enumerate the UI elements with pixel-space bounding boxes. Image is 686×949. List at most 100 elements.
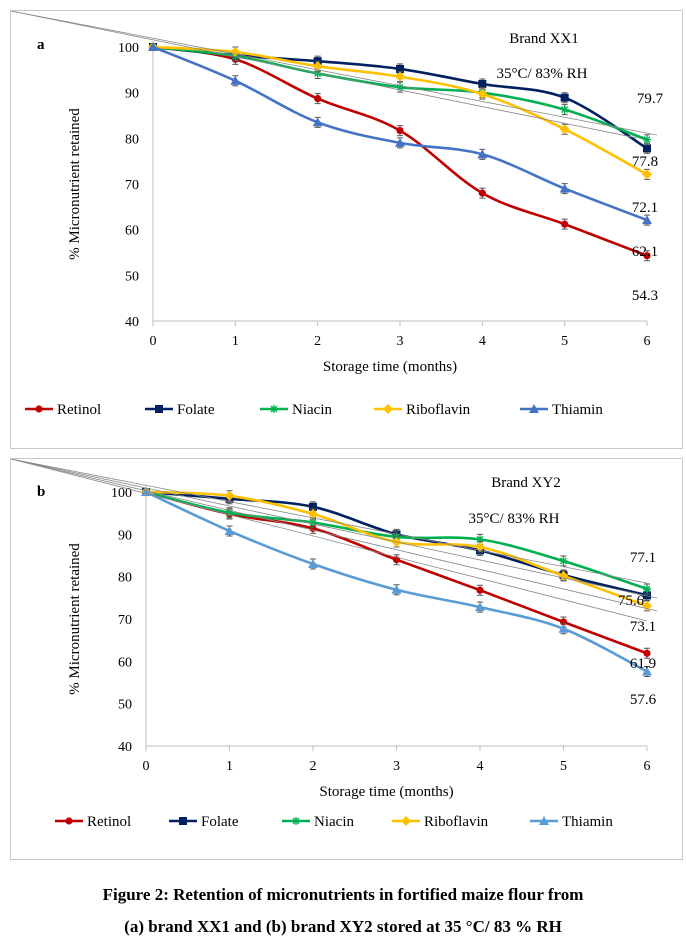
chart-a-y-tick-label: 40 — [125, 315, 139, 330]
chart-a-legend-thiamin-label: Thiamin — [552, 402, 603, 418]
chart-b-data-label: 73.1 — [630, 619, 656, 635]
chart-b-series-folate-point — [309, 502, 317, 511]
chart-b-data-label: 57.6 — [630, 692, 657, 708]
chart-a-svg: 40 50 60 70 80 90 100 0 1 2 3 4 5 6 Storage time (mont… — [11, 11, 664, 418]
chart-b-series-thiamin-point — [224, 525, 235, 535]
chart-a-data-label: 62.1 — [632, 244, 658, 260]
chart-b-series-thiamin-point — [558, 623, 569, 633]
chart-b-series-thiamin-point — [308, 558, 318, 568]
chart-a-legend-retinol-label: Retinol — [57, 402, 101, 418]
chart-a-y-tick-label: 90 — [125, 87, 139, 102]
chart-a-series-riboflavin-point — [559, 124, 570, 135]
chart-a-legend-niacin-marker — [270, 405, 278, 413]
chart-a-x-tick-label: 0 — [150, 334, 157, 349]
chart-b-legend-niacin-label: Niacin — [314, 814, 354, 830]
chart-panel-a: 40 50 60 70 80 90 100 0 1 2 3 4 5 6 Storage time (mont… — [10, 10, 683, 449]
chart-b-y-tick-label: 100 — [111, 486, 132, 501]
chart-b-legend-thiamin-label: Thiamin — [562, 814, 613, 830]
chart-b-x-tick-label: 3 — [393, 759, 400, 774]
chart-b-series-thiamin-line — [145, 490, 648, 673]
chart-a-condition-annotation: 35°C/ 83% RH — [496, 66, 587, 82]
chart-b-x-tick-label: 6 — [644, 759, 651, 774]
chart-b-legend-riboflavin-label: Riboflavin — [424, 814, 489, 830]
chart-a-data-label: 72.1 — [632, 200, 658, 216]
chart-a-series-thiamin-point — [395, 137, 405, 147]
chart-a-data-label-leader — [11, 11, 638, 139]
chart-a-panel-label: a — [37, 37, 45, 53]
chart-b-series-thiamin-point — [642, 666, 652, 676]
chart-a-y-axis-label: % Micronutrient retained — [67, 108, 83, 260]
chart-b-panel-label: b — [37, 484, 45, 500]
chart-a-data-label: 77.8 — [632, 154, 658, 170]
chart-b-x-axis-label: Storage time (months) — [319, 784, 453, 800]
chart-a-y-tick-label: 60 — [125, 224, 139, 239]
chart-b-legend-riboflavin-marker — [401, 816, 411, 826]
chart-a-x-tick-label: 6 — [644, 334, 651, 349]
chart-a-x-tick-label: 2 — [314, 334, 321, 349]
chart-a-legend-riboflavin-label: Riboflavin — [406, 402, 471, 418]
chart-b-y-tick-label: 90 — [118, 528, 132, 543]
chart-b-x-tick-label: 0 — [143, 759, 150, 774]
chart-b-x-tick-label: 5 — [560, 759, 567, 774]
chart-panel-b: 40 50 60 70 80 90 100 0 1 2 3 4 5 6 Storage time (mont… — [10, 458, 683, 860]
chart-b-x-tick-label: 2 — [310, 759, 317, 774]
chart-a-series-riboflavin-point — [312, 61, 323, 72]
chart-a-x-tick-label: 1 — [232, 334, 239, 349]
chart-b-y-axis-label: % Micronutrient retained — [67, 543, 83, 695]
chart-a-series-folate-point — [560, 93, 569, 102]
chart-a-series-riboflavin-point — [477, 89, 488, 100]
chart-b-series-thiamin-point — [391, 584, 402, 594]
chart-a-x-tick-label: 3 — [397, 334, 404, 349]
chart-b-data-label: 61.9 — [630, 656, 656, 672]
chart-a-series-riboflavin-point — [395, 71, 405, 82]
chart-a-data-label: 54.3 — [632, 288, 658, 304]
chart-b-legend-niacin-marker — [292, 817, 300, 825]
chart-a-series-folate-point — [396, 64, 404, 73]
chart-a-legend-folate-marker — [155, 405, 163, 413]
chart-b-series-riboflavin-point — [558, 570, 569, 581]
chart-a-series-thiamin-point — [148, 42, 158, 51]
chart-b-y-tick-label: 60 — [118, 655, 132, 670]
chart-b-series-riboflavin-point — [224, 490, 235, 501]
chart-a-data-label: 79.7 — [637, 91, 664, 107]
chart-a-series-thiamin-point — [312, 117, 323, 127]
chart-a-x-tick-label: 5 — [561, 334, 568, 349]
chart-b-series-niacin-point — [559, 557, 568, 566]
chart-a-series-thiamin-point — [559, 183, 570, 193]
chart-a-series-retinol-point — [478, 189, 486, 197]
chart-a-legend-folate-label: Folate — [177, 402, 215, 418]
chart-b-title: Brand XY2 — [491, 475, 561, 491]
figure-caption-line-2: (a) brand XX1 and (b) brand XY2 stored a… — [124, 917, 562, 936]
chart-a-y-tick-label: 50 — [125, 269, 139, 284]
chart-b-series-retinol-point — [643, 649, 651, 657]
chart-b-legend-folate-marker — [179, 817, 187, 825]
chart-a-series-folate-point — [643, 144, 651, 153]
chart-a-x-axis-label: Storage time (months) — [323, 359, 457, 375]
chart-b-series-riboflavin-point — [308, 509, 318, 520]
chart-b-legend-retinol-marker — [65, 817, 73, 825]
chart-a-series-thiamin-point — [642, 215, 652, 225]
chart-b-series-niacin-point — [225, 508, 234, 517]
chart-a-y-tick-label: 70 — [125, 178, 139, 193]
chart-b-data-label-leader — [11, 459, 648, 622]
chart-b-series-thiamin-point — [475, 602, 485, 612]
chart-b-condition-annotation: 35°C/ 83% RH — [468, 511, 559, 527]
chart-b-series-niacin-point — [476, 535, 484, 544]
chart-a-data-label-leader — [11, 11, 658, 136]
chart-a-series-retinol-point — [643, 252, 651, 260]
chart-a-legend-retinol-marker — [35, 405, 43, 413]
chart-a-series-niacin-point — [560, 105, 569, 114]
chart-b-x-tick-label: 1 — [226, 759, 233, 774]
chart-a-series-niacin-point — [396, 83, 404, 92]
chart-a-title: Brand XX1 — [509, 31, 579, 47]
chart-b-data-label-leader — [11, 459, 658, 599]
chart-b-y-tick-label: 50 — [118, 698, 132, 713]
chart-a-x-tick-label: 4 — [479, 334, 486, 349]
chart-b-data-label: 75.6 — [618, 593, 645, 609]
chart-a-series-retinol-point — [314, 95, 322, 103]
chart-a-legend-riboflavin-marker — [383, 404, 393, 414]
chart-a-legend-thiamin-marker — [529, 404, 539, 413]
chart-b-series-riboflavin-point — [475, 542, 485, 553]
chart-b-series-niacin-point — [309, 518, 317, 527]
chart-b-y-tick-label: 70 — [118, 613, 132, 628]
